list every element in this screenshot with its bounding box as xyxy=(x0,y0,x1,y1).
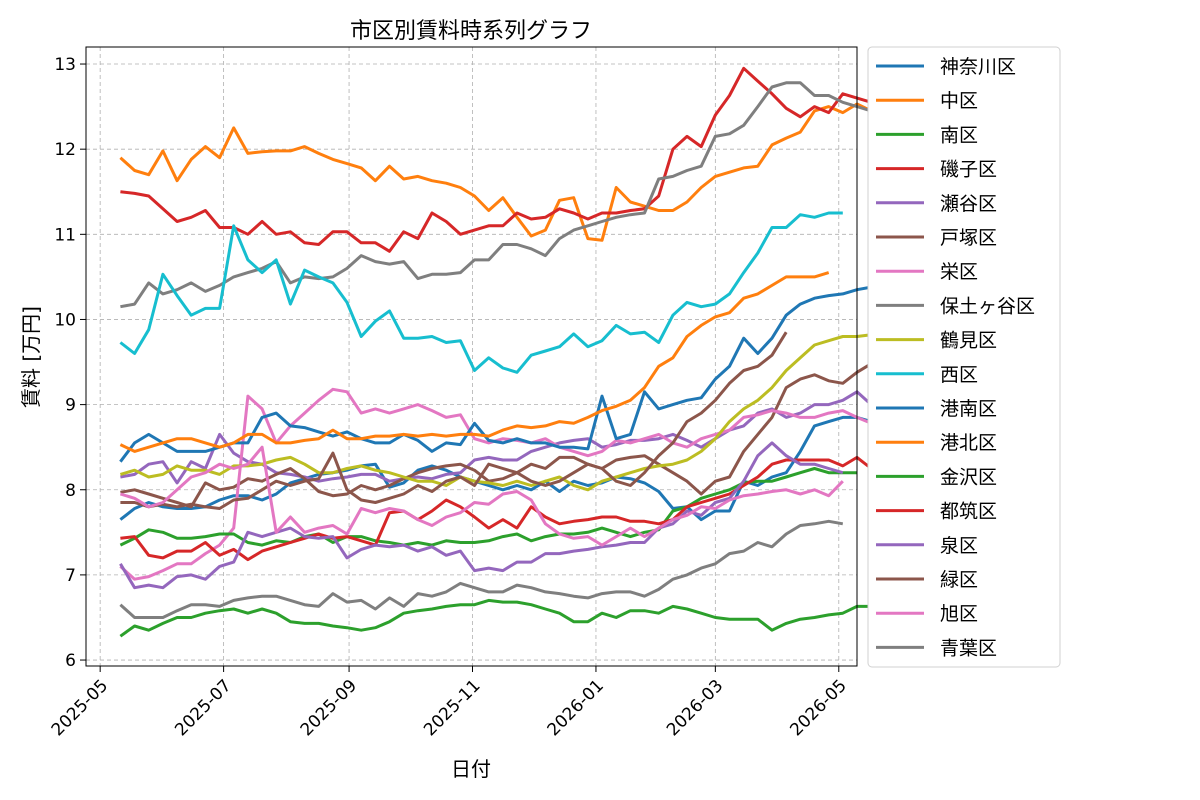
series-line-1 xyxy=(119,81,944,242)
legend-item: 青葉区 xyxy=(876,637,997,659)
legend-item: 旭区 xyxy=(876,603,978,625)
y-tick-label: 6 xyxy=(65,651,76,671)
legend-label: 港北区 xyxy=(940,432,997,454)
legend-label: 都筑区 xyxy=(940,501,997,523)
legend-item: 港南区 xyxy=(876,398,997,420)
grid xyxy=(86,47,857,666)
legend-label: 磯子区 xyxy=(940,159,997,181)
legend: 神奈川区中区南区磯子区瀬谷区戸塚区栄区保土ヶ谷区鶴見区西区港南区港北区金沢区都筑… xyxy=(867,46,1061,668)
series-line-8 xyxy=(119,328,886,492)
series-line-6 xyxy=(119,387,915,581)
series-line-10 xyxy=(119,281,886,463)
legend-label: 戸塚区 xyxy=(940,227,997,249)
legend-item: 神奈川区 xyxy=(876,56,1016,78)
legend-label: 鶴見区 xyxy=(940,330,997,352)
series-line-13 xyxy=(120,455,873,562)
y-tick-label: 8 xyxy=(65,481,76,501)
y-tick-label: 12 xyxy=(54,140,76,160)
legend-label: 保土ヶ谷区 xyxy=(940,295,1035,317)
legend-label: 南区 xyxy=(940,124,978,146)
series-line-15 xyxy=(120,331,788,510)
series-line-2 xyxy=(119,598,915,638)
series-line-9 xyxy=(119,211,843,374)
legend-item: 港北区 xyxy=(876,432,997,454)
y-axis-label: 賃料 [万円] xyxy=(19,306,43,408)
legend-item: 中区 xyxy=(876,90,978,112)
y-tick-label: 13 xyxy=(54,55,76,75)
legend-item: 南区 xyxy=(876,124,978,146)
legend-label: 神奈川区 xyxy=(940,56,1016,78)
legend-label: 港南区 xyxy=(940,398,997,420)
y-tick-label: 11 xyxy=(54,225,76,245)
legend-item: 瀬谷区 xyxy=(876,193,997,215)
legend-label: 緑区 xyxy=(940,569,978,591)
legend-item: 磯子区 xyxy=(876,159,997,181)
x-axis-label: 日付 xyxy=(451,757,491,781)
legend-item: 金沢区 xyxy=(876,466,997,488)
plot-frame xyxy=(85,46,858,667)
y-axis-ticks: 6 7 8 9 10 11 12 13 xyxy=(54,55,86,671)
legend-label: 瀬谷区 xyxy=(940,193,997,215)
legend-item: 泉区 xyxy=(876,535,978,557)
series-line-7 xyxy=(120,81,886,309)
series-line-14 xyxy=(119,441,844,590)
series-lines xyxy=(119,66,972,638)
legend-item: 戸塚区 xyxy=(876,227,997,249)
legend-label: 西区 xyxy=(940,364,978,386)
legend-item: 都筑区 xyxy=(876,501,997,523)
legend-item: 西区 xyxy=(876,364,978,386)
series-line-17 xyxy=(119,519,844,619)
legend-label: 栄区 xyxy=(940,261,978,283)
y-tick-label: 7 xyxy=(65,566,76,586)
legend-label: 金沢区 xyxy=(940,466,997,488)
y-tick-label: 9 xyxy=(65,396,76,416)
chart-title: 市区別賃料時系列グラフ xyxy=(350,19,592,44)
series-line-16 xyxy=(119,445,844,547)
legend-label: 泉区 xyxy=(940,535,978,557)
legend-item: 鶴見区 xyxy=(876,330,997,352)
legend-label: 青葉区 xyxy=(940,637,997,659)
legend-item: 保土ヶ谷区 xyxy=(876,295,1035,317)
legend-item: 緑区 xyxy=(876,569,978,591)
legend-label: 中区 xyxy=(940,90,978,112)
y-tick-label: 10 xyxy=(54,310,76,330)
series-line-11 xyxy=(119,271,830,453)
legend-item: 栄区 xyxy=(876,261,978,283)
legend-label: 旭区 xyxy=(940,603,978,625)
